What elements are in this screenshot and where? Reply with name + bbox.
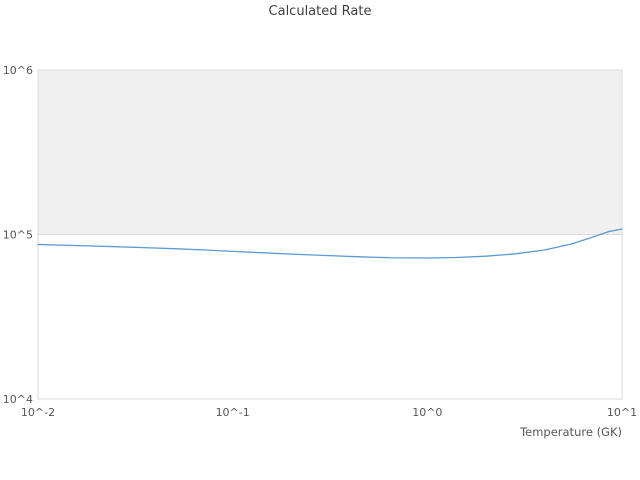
x-tick-label: 10^0	[412, 406, 442, 419]
y-tick-label: 10^4	[3, 393, 33, 406]
y-tick-label: 10^6	[3, 64, 33, 77]
decade-band	[38, 70, 622, 235]
x-axis-label: Temperature (GK)	[520, 425, 622, 439]
x-tick-label: 10^1	[607, 406, 637, 419]
chart-title: Calculated Rate	[268, 4, 372, 19]
y-tick-label: 10^5	[3, 229, 33, 242]
rate-line	[37, 228, 623, 259]
x-tick-label: 10^-1	[216, 406, 250, 419]
x-tick-label: 10^-2	[21, 406, 55, 419]
plot-frame	[37, 69, 623, 400]
